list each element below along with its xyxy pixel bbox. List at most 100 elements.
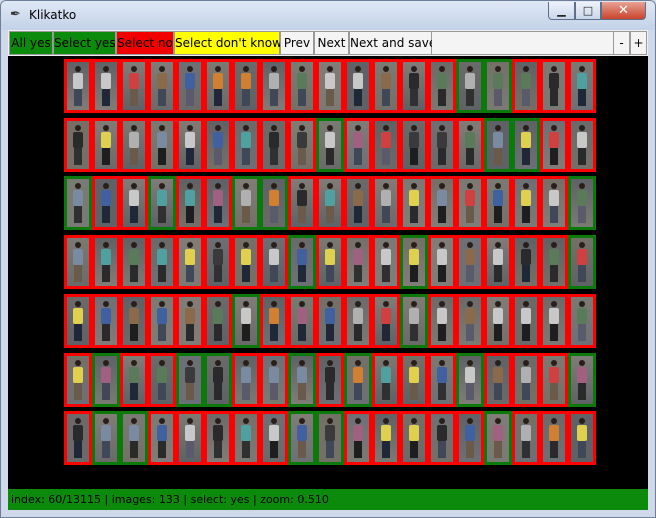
image-cell[interactable] [456,176,484,231]
image-cell[interactable] [400,59,428,113]
image-cell[interactable] [260,176,288,231]
image-cell[interactable] [540,293,568,348]
next-and-save-button[interactable]: Next and save [349,31,436,55]
image-cell[interactable] [316,176,344,231]
prev-button[interactable]: Prev [280,31,314,55]
image-cell[interactable] [120,411,148,466]
image-cell[interactable] [344,235,372,290]
image-cell[interactable] [92,59,120,113]
image-cell[interactable] [568,59,596,113]
image-cell[interactable] [344,117,372,172]
image-cell[interactable] [316,235,344,290]
image-cell[interactable] [456,293,484,348]
image-grid-canvas[interactable] [8,56,648,489]
image-cell[interactable] [372,235,400,290]
image-cell[interactable] [288,411,316,466]
image-cell[interactable] [288,352,316,407]
image-cell[interactable] [316,352,344,407]
image-cell[interactable] [344,59,372,113]
image-cell[interactable] [288,117,316,172]
image-cell[interactable] [120,235,148,290]
image-cell[interactable] [288,235,316,290]
maximize-button[interactable]: □ [575,2,601,20]
image-cell[interactable] [568,235,596,290]
image-cell[interactable] [400,117,428,172]
image-cell[interactable] [148,117,176,172]
image-cell[interactable] [372,59,400,113]
image-cell[interactable] [148,411,176,466]
image-cell[interactable] [428,352,456,407]
image-cell[interactable] [232,117,260,172]
image-cell[interactable] [92,352,120,407]
image-cell[interactable] [344,176,372,231]
image-cell[interactable] [540,411,568,466]
image-cell[interactable] [456,352,484,407]
zoom-out-button[interactable]: - [613,31,630,55]
minimize-button[interactable]: ▁ [548,2,575,20]
image-cell[interactable] [232,411,260,466]
image-cell[interactable] [428,411,456,466]
image-cell[interactable] [484,352,512,407]
image-cell[interactable] [64,352,92,407]
image-cell[interactable] [372,352,400,407]
image-cell[interactable] [92,293,120,348]
image-cell[interactable] [484,117,512,172]
image-cell[interactable] [260,293,288,348]
image-cell[interactable] [64,176,92,231]
image-cell[interactable] [148,352,176,407]
image-cell[interactable] [204,59,232,113]
image-cell[interactable] [344,352,372,407]
image-cell[interactable] [316,411,344,466]
next-button[interactable]: Next [314,31,349,55]
image-cell[interactable] [456,235,484,290]
image-cell[interactable] [568,352,596,407]
image-cell[interactable] [120,176,148,231]
image-cell[interactable] [372,117,400,172]
image-cell[interactable] [316,117,344,172]
image-cell[interactable] [428,235,456,290]
image-cell[interactable] [92,411,120,466]
image-cell[interactable] [92,176,120,231]
image-cell[interactable] [568,117,596,172]
image-cell[interactable] [456,59,484,113]
image-cell[interactable] [400,293,428,348]
image-cell[interactable] [484,411,512,466]
image-cell[interactable] [428,117,456,172]
image-cell[interactable] [400,352,428,407]
image-cell[interactable] [232,235,260,290]
image-cell[interactable] [344,293,372,348]
image-cell[interactable] [484,293,512,348]
image-cell[interactable] [568,293,596,348]
image-cell[interactable] [120,117,148,172]
image-cell[interactable] [260,59,288,113]
image-cell[interactable] [176,235,204,290]
image-cell[interactable] [232,352,260,407]
image-cell[interactable] [260,117,288,172]
image-cell[interactable] [64,59,92,113]
image-cell[interactable] [176,117,204,172]
image-cell[interactable] [176,176,204,231]
image-cell[interactable] [372,176,400,231]
image-cell[interactable] [176,352,204,407]
image-cell[interactable] [484,59,512,113]
image-cell[interactable] [316,59,344,113]
image-cell[interactable] [344,411,372,466]
select-yes-button[interactable]: Select yes [53,31,116,55]
close-button[interactable]: ✕ [601,2,646,20]
image-cell[interactable] [204,117,232,172]
image-cell[interactable] [120,59,148,113]
image-cell[interactable] [260,352,288,407]
image-cell[interactable] [176,59,204,113]
image-cell[interactable] [232,176,260,231]
image-cell[interactable] [204,293,232,348]
image-cell[interactable] [540,176,568,231]
select-dont-know-button[interactable]: Select don't know [174,31,282,55]
image-cell[interactable] [456,411,484,466]
image-cell[interactable] [316,293,344,348]
image-cell[interactable] [372,293,400,348]
image-cell[interactable] [400,176,428,231]
zoom-in-button[interactable]: + [630,31,647,55]
image-cell[interactable] [204,411,232,466]
image-cell[interactable] [92,117,120,172]
image-cell[interactable] [512,176,540,231]
